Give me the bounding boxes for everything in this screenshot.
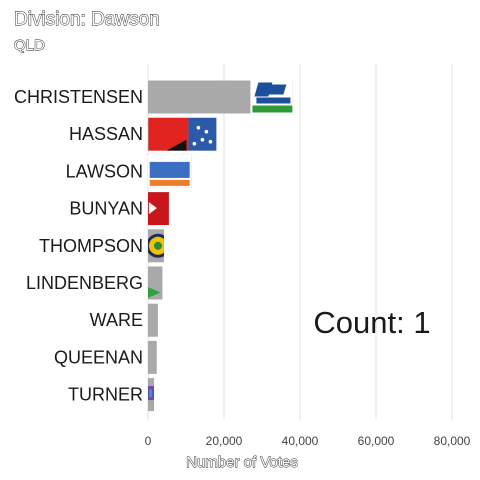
category-label: THOMPSON: [39, 236, 143, 256]
x-axis-label: Number of Votes: [186, 454, 298, 471]
category-label: QUEENAN: [54, 347, 143, 367]
x-tick-label: 80,000: [434, 434, 471, 448]
party-logos: [148, 80, 293, 401]
one-nation-logo: [148, 154, 192, 188]
category-label: CHRISTENSEN: [14, 87, 143, 107]
category-label: LAWSON: [66, 161, 143, 181]
category-label: LINDENBERG: [26, 273, 143, 293]
category-label: HASSAN: [69, 124, 143, 144]
liberal-nationals-logo: [250, 80, 293, 114]
gridlines: [147, 64, 453, 420]
x-tick-label: 0: [145, 434, 152, 448]
bar-ware: [148, 303, 158, 337]
sustainable-australia-logo: [148, 233, 164, 258]
sex-party-logo: [148, 386, 155, 401]
category-label: BUNYAN: [69, 199, 143, 219]
katters-party-logo: [148, 192, 169, 226]
category-label: TURNER: [68, 385, 143, 405]
category-label: WARE: [90, 310, 143, 330]
x-tick-label: 60,000: [358, 434, 395, 448]
chart-subtitle: QLD: [14, 37, 45, 54]
category-labels: CHRISTENSEN HASSAN LAWSON BUNYAN THOMPSON LIN…: [14, 87, 143, 405]
greens-logo: [148, 287, 161, 298]
x-tick-label: 40,000: [282, 434, 319, 448]
x-tick-label: 20,000: [206, 434, 243, 448]
labor-logo: [148, 117, 217, 151]
count-annotation: Count: 1: [313, 305, 430, 340]
x-tick-labels: 0 20,000 40,000 60,000 80,000: [145, 434, 471, 448]
chart-title: Division: Dawson: [14, 9, 160, 30]
bar-queenan: [148, 340, 157, 374]
